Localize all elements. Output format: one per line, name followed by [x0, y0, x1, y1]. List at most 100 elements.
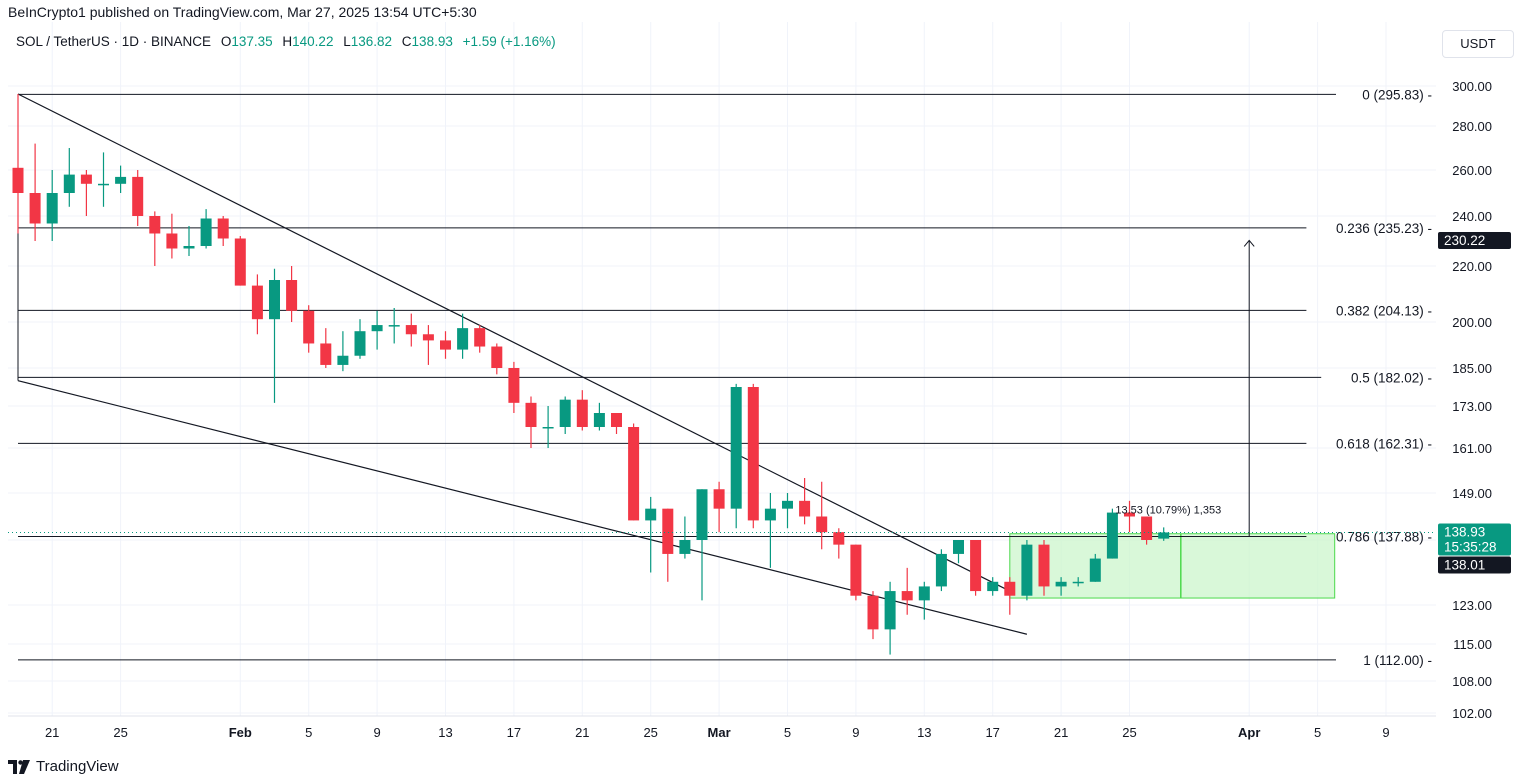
- price-badge-value: 230.22: [1444, 233, 1485, 248]
- candle-body[interactable]: [1158, 532, 1170, 539]
- candle-body[interactable]: [542, 427, 554, 429]
- candle-body[interactable]: [354, 331, 366, 356]
- candle-body[interactable]: [696, 489, 708, 540]
- candle-body[interactable]: [918, 586, 930, 601]
- candle-body[interactable]: [884, 591, 896, 630]
- price-badge[interactable]: [1438, 231, 1511, 249]
- candle-body[interactable]: [98, 183, 109, 186]
- candle-body[interactable]: [833, 532, 845, 545]
- candle-body[interactable]: [730, 387, 742, 509]
- time-tick-label: 21: [45, 725, 59, 740]
- candle-body[interactable]: [29, 193, 41, 224]
- candle-body[interactable]: [679, 540, 691, 554]
- candle-body[interactable]: [645, 508, 657, 521]
- candle-body[interactable]: [713, 489, 725, 509]
- candle-body[interactable]: [987, 581, 999, 592]
- candle-body[interactable]: [576, 399, 588, 427]
- candle-body[interactable]: [80, 174, 92, 184]
- candle-body[interactable]: [217, 218, 229, 239]
- price-badge[interactable]: [1438, 556, 1511, 574]
- candle-body[interactable]: [132, 176, 144, 216]
- candle-body[interactable]: [440, 340, 451, 350]
- close-label: C: [401, 34, 412, 49]
- candle-body[interactable]: [474, 328, 486, 347]
- candle-body[interactable]: [183, 246, 195, 249]
- candle-body[interactable]: [388, 325, 400, 327]
- tradingview-logo-icon[interactable]: [8, 759, 30, 774]
- candle-body[interactable]: [1072, 581, 1084, 584]
- candle-body[interactable]: [269, 280, 280, 320]
- candle-body[interactable]: [405, 325, 417, 335]
- candle-body[interactable]: [149, 216, 161, 234]
- candle-body[interactable]: [200, 218, 212, 247]
- price-tick-label: 280.00: [1452, 119, 1492, 134]
- candle-body[interactable]: [1089, 558, 1101, 582]
- high-label: H: [282, 34, 293, 49]
- chart-grid: [8, 22, 1436, 717]
- candle-body[interactable]: [782, 500, 793, 509]
- upper-wedge-line[interactable]: [17, 93, 1011, 592]
- target-arrow-head: [1243, 239, 1255, 247]
- trendlines: [17, 93, 1028, 635]
- candle-body[interactable]: [816, 516, 828, 533]
- symbol-name[interactable]: SOL / TetherUS · 1D · BINANCE: [16, 34, 212, 49]
- candle-body[interactable]: [799, 500, 811, 517]
- candle-body[interactable]: [747, 387, 759, 521]
- candle-body[interactable]: [166, 233, 178, 249]
- candle-body[interactable]: [628, 427, 640, 521]
- candle-body[interactable]: [320, 343, 332, 365]
- candle-body[interactable]: [935, 553, 947, 587]
- symbol-legend: SOL / TetherUS · 1D · BINANCE O137.35 H1…: [16, 34, 556, 49]
- chart-overlays: 13.53 (10.79%) 1,353: [8, 239, 1436, 537]
- candle-body[interactable]: [508, 368, 520, 403]
- candle-body[interactable]: [422, 334, 434, 341]
- candle-body[interactable]: [559, 399, 571, 427]
- fib-level-label: 0.5 (182.02) -: [1351, 370, 1432, 385]
- candle-body[interactable]: [46, 193, 58, 224]
- candle-body[interactable]: [234, 238, 246, 286]
- candle-body[interactable]: [662, 508, 674, 554]
- candle-body[interactable]: [593, 413, 605, 427]
- candle-body[interactable]: [115, 176, 127, 184]
- candle-body[interactable]: [63, 174, 75, 193]
- candle-body[interactable]: [303, 310, 315, 344]
- time-tick-label: 13: [438, 725, 452, 740]
- candle-body[interactable]: [867, 595, 879, 630]
- price-badge-countdown: 15:35:28: [1444, 539, 1497, 554]
- candle-body[interactable]: [970, 540, 982, 592]
- candle-body[interactable]: [1021, 544, 1033, 596]
- close-value: 138.93: [411, 34, 453, 49]
- price-tick-label: 300.00: [1452, 79, 1492, 94]
- candle-body[interactable]: [457, 328, 469, 350]
- currency-button[interactable]: USDT: [1442, 30, 1514, 58]
- price-badge[interactable]: [1438, 523, 1511, 556]
- open-value: 137.35: [231, 34, 273, 49]
- fib-level-label: 0.786 (137.88) -: [1336, 530, 1432, 545]
- time-tick-label: 9: [373, 725, 380, 740]
- fib-level-label: 0.618 (162.31) -: [1336, 436, 1432, 451]
- candle-body[interactable]: [764, 508, 776, 521]
- candle-body[interactable]: [12, 167, 24, 193]
- candle-body[interactable]: [1124, 512, 1135, 517]
- price-tick-label: 185.00: [1452, 361, 1492, 376]
- candle-body[interactable]: [1055, 581, 1067, 587]
- candle-body[interactable]: [491, 346, 503, 368]
- candle-body[interactable]: [286, 280, 298, 311]
- candle-body[interactable]: [371, 325, 383, 332]
- candle-body[interactable]: [611, 413, 622, 427]
- candle-body[interactable]: [1004, 581, 1016, 596]
- candle-body[interactable]: [850, 544, 862, 596]
- candle-body[interactable]: [1141, 516, 1153, 541]
- time-tick-label: 17: [985, 725, 999, 740]
- candle-body[interactable]: [901, 591, 913, 601]
- candle-body[interactable]: [251, 285, 263, 320]
- candle-body[interactable]: [337, 355, 349, 365]
- candle-body[interactable]: [525, 402, 537, 427]
- candle-body[interactable]: [1038, 544, 1050, 587]
- time-tick-label: Mar: [708, 725, 731, 740]
- candle-body[interactable]: [1106, 512, 1118, 559]
- measure-zone-box[interactable]: [1009, 533, 1336, 599]
- candle-body[interactable]: [953, 540, 964, 554]
- brand-name[interactable]: TradingView: [36, 758, 119, 775]
